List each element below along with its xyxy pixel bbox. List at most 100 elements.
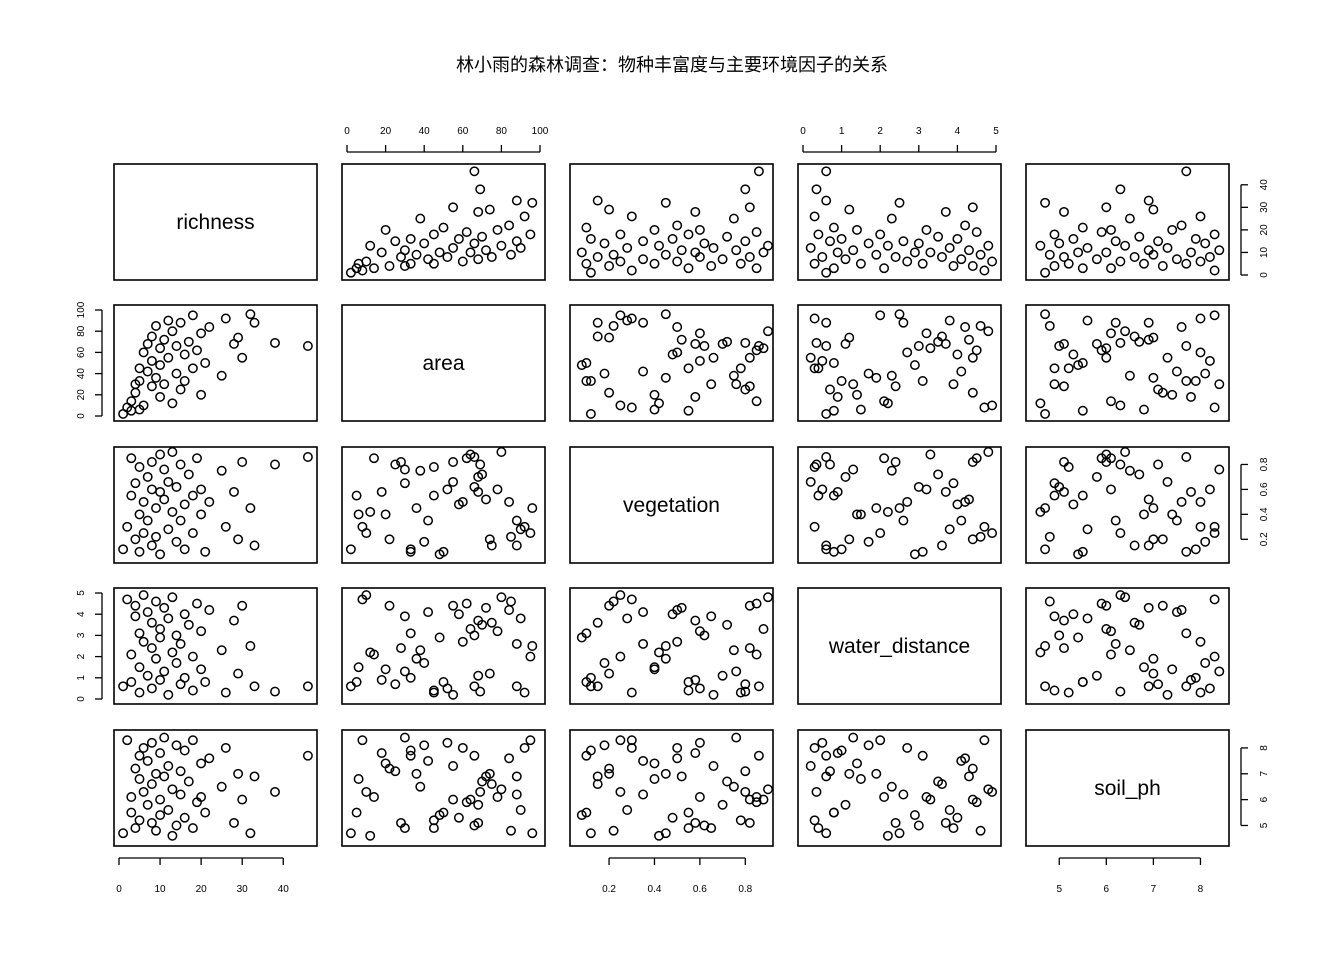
point-water_distance-vs-soil_ph-25	[1035, 647, 1046, 658]
point-water_distance-vs-soil_ph-7	[1063, 687, 1074, 698]
point-water_distance-vs-richness-2	[126, 677, 137, 687]
point-water_distance-vs-soil_ph-26	[1120, 592, 1131, 603]
point-richness-vs-soil_ph-19	[1186, 247, 1196, 258]
point-richness-vs-water_distance-46	[894, 197, 905, 208]
point-vegetation-vs-water_distance-19	[832, 486, 843, 497]
point-area-vs-vegetation-24	[708, 352, 719, 363]
point-vegetation-vs-richness-16	[151, 503, 161, 514]
point-richness-vs-water_distance-25	[882, 240, 893, 251]
point-area-vs-richness-9	[138, 347, 149, 358]
point-area-vs-soil_ph-44	[1148, 332, 1159, 343]
point-vegetation-vs-soil_ph-12	[1171, 515, 1182, 526]
point-area-vs-soil_ph-1	[1209, 402, 1220, 413]
point-water_distance-vs-vegetation-44	[604, 668, 615, 679]
point-vegetation-vs-soil_ph-14	[1129, 540, 1140, 551]
point-richness-vs-vegetation-43	[690, 206, 701, 217]
point-soil_ph-vs-water_distance-5	[948, 823, 959, 834]
point-area-vs-water_distance-36	[971, 345, 982, 356]
point-soil_ph-vs-area-38	[492, 792, 503, 802]
point-vegetation-vs-richness-23	[163, 524, 174, 535]
point-water_distance-vs-soil_ph-44	[1148, 668, 1159, 679]
point-soil_ph-vs-area-41	[415, 781, 426, 792]
point-area-vs-water_distance-15	[817, 355, 828, 366]
point-soil_ph-vs-richness-33	[183, 776, 194, 787]
point-vegetation-vs-soil_ph-42	[1195, 521, 1206, 532]
point-area-vs-water_distance-12	[956, 366, 967, 377]
panel-vegetation-vs-soil_ph	[1025, 446, 1230, 564]
point-richness-vs-water_distance-30	[898, 236, 909, 247]
x-tick-label-water_distance-1: 1	[839, 126, 845, 137]
point-water_distance-vs-soil_ph-24	[1162, 689, 1173, 700]
point-water_distance-vs-richness-15	[146, 683, 157, 694]
point-soil_ph-vs-water_distance-44	[844, 768, 855, 779]
point-soil_ph-vs-richness-44	[233, 768, 244, 779]
point-water_distance-vs-vegetation-40	[672, 605, 683, 615]
point-water_distance-vs-richness-27	[171, 658, 182, 668]
point-soil_ph-vs-area-45	[448, 794, 459, 805]
y-tick-label-richness-0: 0	[1259, 272, 1270, 278]
point-soil_ph-vs-area-16	[411, 768, 422, 779]
point-vegetation-vs-soil_ph-13	[1059, 457, 1069, 467]
diagonal-label-water_distance: water_distance	[828, 635, 970, 658]
point-area-vs-vegetation-19	[690, 391, 701, 402]
point-soil_ph-vs-water_distance-35	[875, 735, 886, 746]
point-soil_ph-vs-area-46	[527, 828, 538, 839]
point-richness-vs-water_distance-16	[871, 249, 882, 260]
panel-area-vs-soil_ph	[1025, 304, 1230, 422]
point-area-vs-vegetation-29	[740, 384, 751, 395]
point-area-vs-soil_ph-12	[1171, 366, 1182, 377]
point-area-vs-vegetation-38	[694, 328, 705, 339]
point-water_distance-vs-area-6	[353, 662, 364, 673]
point-richness-vs-vegetation-44	[604, 204, 615, 215]
point-area-vs-richness-42	[220, 313, 231, 324]
point-water_distance-vs-area-17	[506, 596, 516, 607]
point-water_distance-vs-vegetation-17	[608, 596, 619, 607]
point-vegetation-vs-water_distance-9	[902, 496, 913, 507]
point-richness-vs-soil_ph-12	[1171, 254, 1182, 265]
point-area-vs-vegetation-22	[731, 379, 742, 390]
point-soil_ph-vs-richness-24	[163, 761, 174, 771]
point-area-vs-richness-39	[200, 358, 211, 368]
point-water_distance-vs-soil_ph-15	[1204, 683, 1215, 694]
point-soil_ph-vs-water_distance-6	[855, 774, 866, 784]
point-vegetation-vs-soil_ph-7	[1063, 462, 1074, 472]
point-water_distance-vs-vegetation-3	[751, 649, 762, 660]
point-soil_ph-vs-richness-46	[245, 828, 256, 839]
point-soil_ph-vs-water_distance-3	[879, 792, 890, 802]
point-area-vs-water_distance-27	[863, 368, 874, 379]
point-water_distance-vs-vegetation-24	[708, 689, 719, 700]
point-area-vs-vegetation-32	[585, 376, 596, 386]
point-vegetation-vs-water_distance-45	[967, 457, 978, 467]
point-richness-vs-vegetation-26	[763, 240, 773, 251]
point-soil_ph-vs-vegetation-16	[660, 768, 671, 779]
point-soil_ph-vs-vegetation-0	[585, 828, 596, 839]
point-richness-vs-soil_ph-29	[1153, 236, 1164, 247]
point-area-vs-vegetation-5	[706, 379, 717, 390]
panel-vegetation-vs-water_distance	[797, 446, 1002, 564]
point-vegetation-vs-soil_ph-37	[1167, 509, 1178, 520]
point-water_distance-vs-area-9	[457, 636, 468, 647]
point-area-vs-richness-20	[155, 360, 166, 371]
point-vegetation-vs-richness-9	[138, 496, 149, 507]
point-area-vs-soil_ph-36	[1096, 345, 1107, 356]
point-vegetation-vs-soil_ph-21	[1143, 494, 1154, 505]
point-water_distance-vs-richness-42	[220, 687, 231, 698]
point-water_distance-vs-soil_ph-16	[1148, 653, 1159, 664]
point-soil_ph-vs-area-30	[511, 789, 522, 800]
point-area-vs-water_distance-6	[855, 404, 866, 415]
point-richness-vs-water_distance-12	[956, 254, 967, 265]
point-richness-vs-vegetation-4	[604, 261, 615, 271]
point-area-vs-soil_ph-39	[1077, 358, 1088, 368]
point-richness-vs-soil_ph-38	[1106, 224, 1116, 235]
point-area-vs-soil_ph-13	[1059, 381, 1069, 392]
point-area-vs-richness-28	[171, 341, 182, 351]
point-area-vs-vegetation-16	[660, 372, 671, 383]
point-area-vs-vegetation-35	[615, 310, 626, 321]
point-richness-vs-water_distance-28	[913, 238, 924, 249]
point-vegetation-vs-richness-48	[270, 459, 280, 470]
panel-richness-vs-richness	[113, 163, 318, 281]
point-soil_ph-vs-area-1	[357, 735, 368, 746]
point-richness-vs-water_distance-9	[902, 256, 913, 267]
point-soil_ph-vs-area-22	[399, 732, 410, 743]
point-water_distance-vs-area-12	[423, 607, 434, 618]
